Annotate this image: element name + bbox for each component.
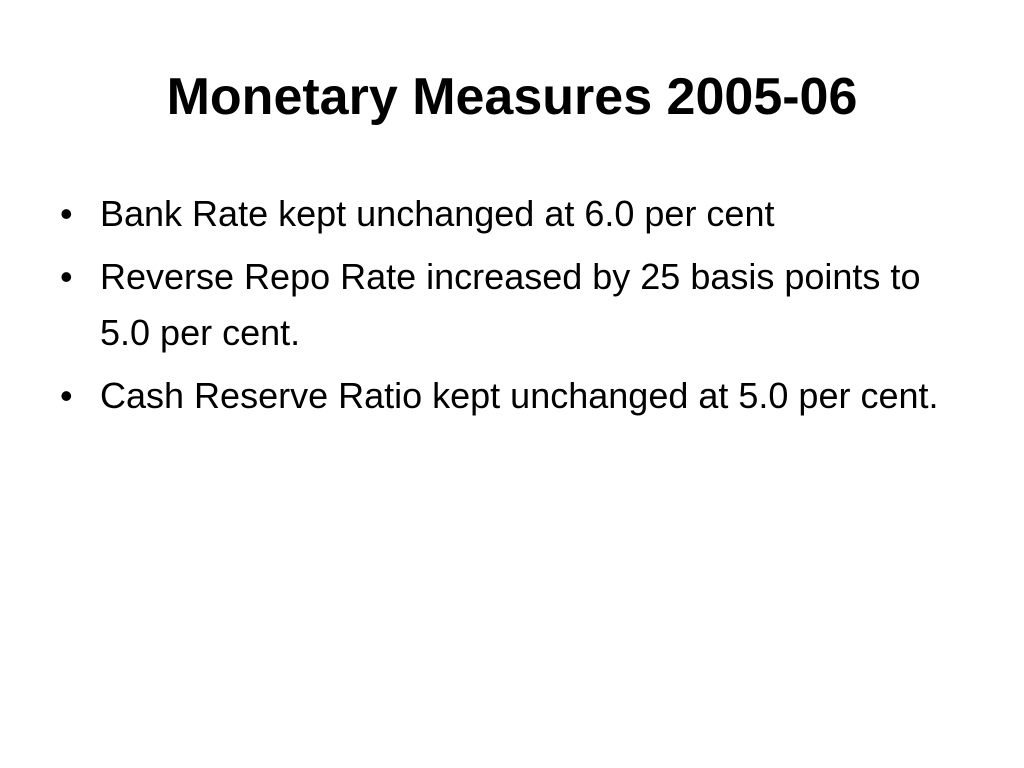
- bullet-item: • Reverse Repo Rate increased by 25 basis…: [56, 249, 966, 361]
- bullet-text: Bank Rate kept unchanged at 6.0 per cent: [100, 193, 775, 234]
- bullet-item: • Cash Reserve Ratio kept unchanged at 5.…: [56, 368, 966, 424]
- bullet-dot: •: [60, 193, 73, 234]
- bullet-dot: •: [60, 375, 73, 416]
- bullet-item: • Bank Rate kept unchanged at 6.0 per cen…: [56, 186, 966, 242]
- slide-title: Monetary Measures 2005-06: [166, 68, 858, 126]
- bullet-text: Cash Reserve Ratio kept unchanged at 5.0…: [100, 375, 939, 416]
- bullet-text: Reverse Repo Rate increased by 25 basis …: [100, 256, 921, 353]
- bullet-list: • Bank Rate kept unchanged at 6.0 per cen…: [56, 186, 966, 431]
- bullet-dot: •: [60, 256, 73, 297]
